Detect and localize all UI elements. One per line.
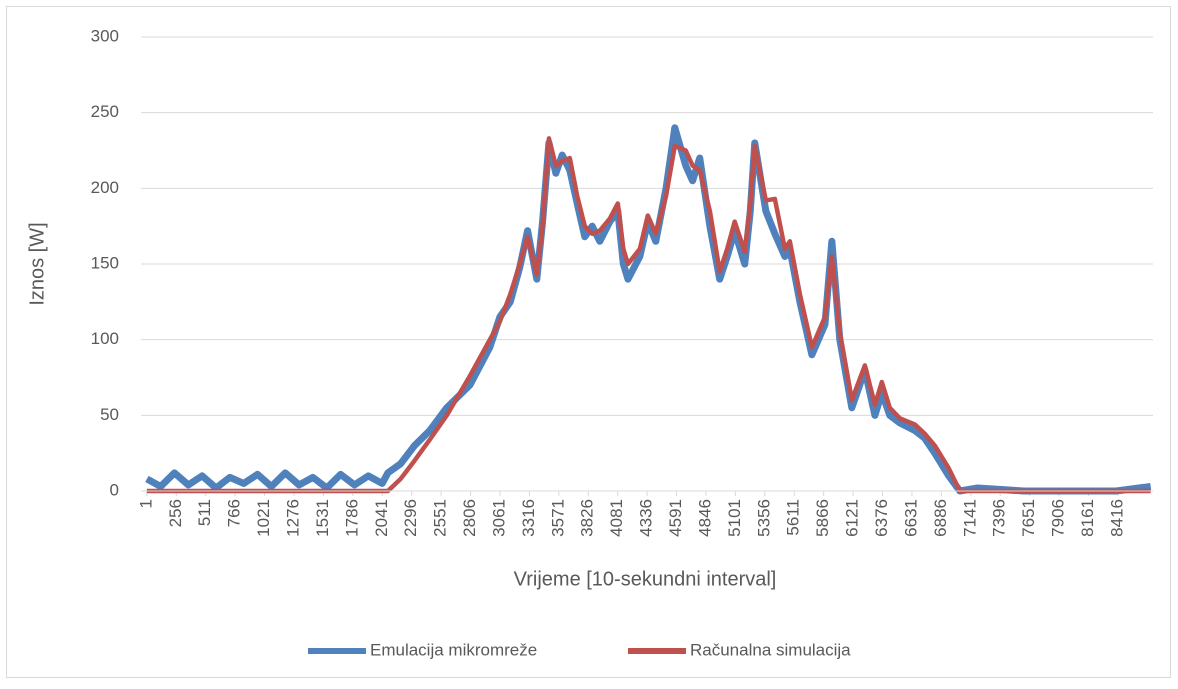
x-tick-label: 2041 [372, 499, 391, 537]
y-tick-label: 150 [91, 253, 119, 272]
x-tick-label: 4846 [695, 499, 714, 537]
y-tick-label: 50 [100, 405, 119, 424]
x-tick-label: 6631 [901, 499, 920, 537]
y-tick-label: 300 [91, 26, 119, 45]
x-tick-label: 5866 [813, 499, 832, 537]
x-tick-label: 6376 [872, 499, 891, 537]
x-tick-label: 1531 [313, 499, 332, 537]
x-tick-label: 2551 [431, 499, 450, 537]
x-tick-label: 4591 [666, 499, 685, 537]
x-tick-label: 6886 [931, 499, 950, 537]
x-tick-label: 5101 [725, 499, 744, 537]
chart-frame [6, 6, 1171, 678]
x-tick-label: 4336 [637, 499, 656, 537]
x-tick-label: 8416 [1107, 499, 1126, 537]
y-tick-label: 200 [91, 178, 119, 197]
x-tick-label: 8161 [1078, 499, 1097, 537]
x-tick-label: 3571 [548, 499, 567, 537]
x-axis-title: Vrijeme [10-sekundni interval] [514, 568, 777, 590]
x-tick-label: 1 [136, 499, 155, 508]
legend-label: Emulacija mikromreže [370, 640, 537, 659]
x-tick-label: 2296 [401, 499, 420, 537]
x-tick-label: 6121 [843, 499, 862, 537]
x-tick-label: 1021 [254, 499, 273, 537]
x-tick-label: 4081 [607, 499, 626, 537]
x-tick-label: 2806 [460, 499, 479, 537]
x-tick-label: 1786 [342, 499, 361, 537]
x-tick-label: 7141 [960, 499, 979, 537]
x-tick-label: 5356 [754, 499, 773, 537]
legend-label: Računalna simulacija [690, 640, 851, 659]
x-tick-label: 7906 [1049, 499, 1068, 537]
x-tick-label: 3316 [519, 499, 538, 537]
x-tick-label: 7651 [1019, 499, 1038, 537]
y-tick-label: 100 [91, 329, 119, 348]
x-tick-label: 3061 [489, 499, 508, 537]
y-tick-label: 0 [110, 480, 119, 499]
x-tick-label: 1276 [283, 499, 302, 537]
x-tick-label: 766 [225, 499, 244, 527]
x-tick-label: 5611 [784, 499, 803, 536]
x-tick-label: 256 [166, 499, 185, 527]
x-tick-label: 7396 [990, 499, 1009, 537]
x-tick-label: 511 [195, 499, 214, 526]
y-axis-title: Iznos [W] [26, 222, 48, 305]
y-tick-label: 250 [91, 102, 119, 121]
x-tick-label: 3826 [578, 499, 597, 537]
